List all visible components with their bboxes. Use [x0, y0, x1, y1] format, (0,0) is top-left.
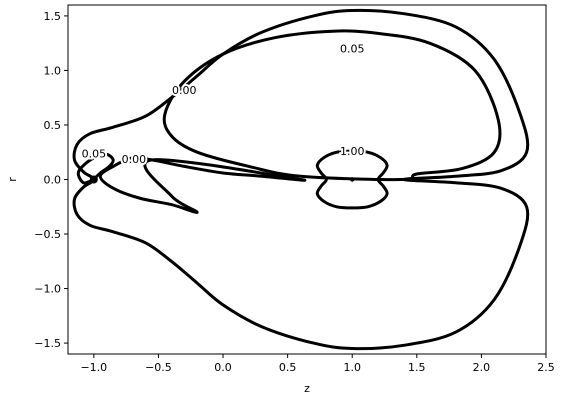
y-tick-label: 0.0: [44, 174, 62, 187]
y-tick-label: −1.0: [34, 283, 61, 296]
y-axis-ticks: −1.5 −1.0 −0.5 0.0 0.5 1.0 1.5: [34, 10, 68, 350]
contour-label-3: 0.05: [82, 147, 107, 160]
x-tick-label: 2.5: [537, 361, 555, 374]
contour-upper-shell: [162, 29, 502, 182]
x-tick-label: 0.0: [214, 361, 232, 374]
plot-frame: [67, 4, 547, 355]
y-tick-label: 0.5: [44, 119, 62, 132]
contour-label-4: 1.00: [340, 145, 365, 158]
contour-wing-contour-upper: [98, 155, 306, 214]
y-tick-label: 1.5: [44, 10, 62, 23]
contour-curves: [72, 8, 530, 351]
x-tick-label: 0.5: [279, 361, 297, 374]
contour-label-1: 0.00: [122, 153, 147, 166]
y-axis-label: r: [6, 177, 19, 182]
x-tick-label: 2.0: [473, 361, 491, 374]
left-singular-point: [89, 175, 98, 184]
x-tick-label: 1.5: [408, 361, 426, 374]
contour-labels: 0.00 0.00 0.05 0.05 1.00: [80, 41, 367, 168]
contour-label-0: 0.00: [172, 84, 197, 97]
center-point: [350, 177, 355, 182]
x-tick-label: 1.0: [343, 361, 361, 374]
contour-unit-contour: [315, 149, 389, 210]
contour-label-2: 0.05: [340, 43, 365, 56]
x-axis-ticks: −1.0 −0.5 0.0 0.5 1.0 1.5 2.0 2.5: [80, 354, 555, 374]
x-tick-label: −0.5: [145, 361, 172, 374]
x-tick-label: −1.0: [80, 361, 107, 374]
y-tick-label: −0.5: [34, 228, 61, 241]
y-tick-label: −1.5: [34, 337, 61, 350]
plot-area-group: 0.00 0.00 0.05 0.05 1.00: [67, 4, 547, 355]
contour-markers: [89, 175, 355, 184]
y-tick-label: 1.0: [44, 64, 62, 77]
x-axis-label: z: [304, 382, 310, 395]
